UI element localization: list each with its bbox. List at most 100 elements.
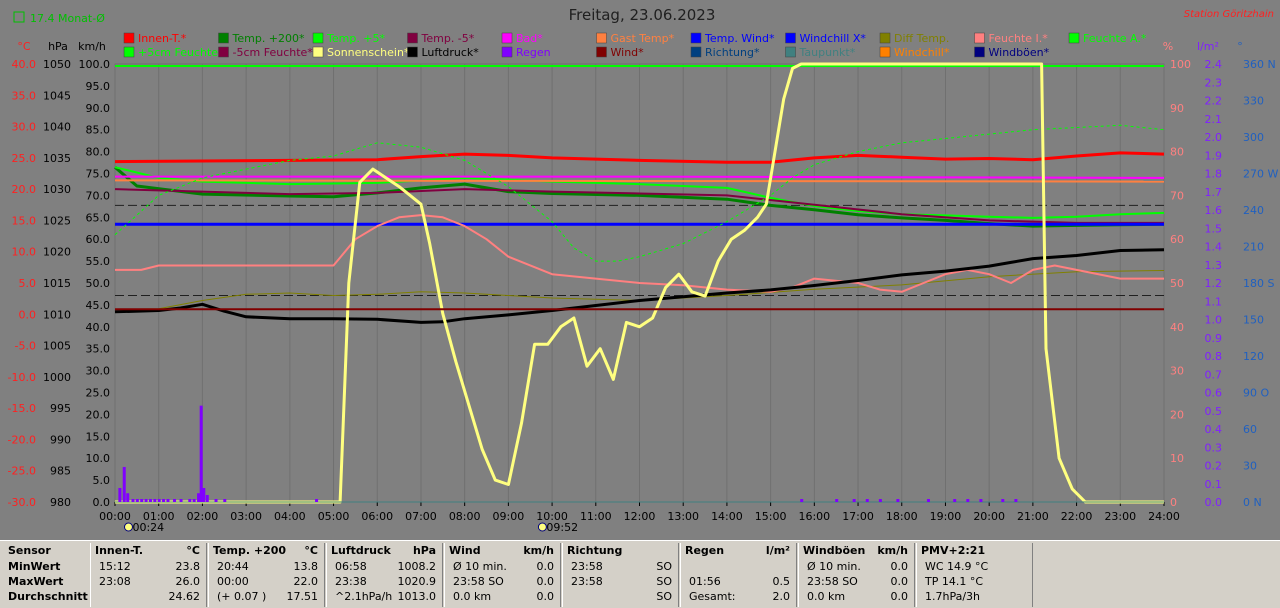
panel-row-label: (+ 0.07 ): [217, 590, 267, 603]
tick-label-temp: -30.0: [8, 496, 36, 509]
panel-title: Innen-T.: [95, 544, 144, 557]
tick-label-temp: 35.0: [12, 89, 37, 102]
x-tick-label: 16:00: [798, 510, 830, 523]
stats-panel: Windböen km/h Ø 10 min. 0.0 23:58 SO 0.0 0.0 k…: [798, 543, 915, 607]
tick-label-wind: 80.0: [86, 146, 111, 159]
tick-label-rain: 2.1: [1205, 113, 1223, 126]
tick-label-humid: 0: [1170, 496, 1177, 509]
series-line: [114, 248, 1165, 324]
tick-label-press: 1025: [43, 214, 71, 227]
rain-bar: [202, 487, 206, 502]
tick-label-dir: 240: [1243, 204, 1264, 217]
x-tick-label: 23:00: [1104, 510, 1136, 523]
axis-unit-dir: °: [1237, 40, 1243, 53]
rain-dot: [179, 499, 183, 502]
legend-swatch: [501, 32, 513, 44]
x-tick-label: 10:00: [536, 510, 568, 523]
axis-unit-rain: l/m²: [1197, 40, 1219, 53]
tick-label-rain: 0.8: [1205, 350, 1223, 363]
x-tick-label: 17:00: [842, 510, 874, 523]
statistics-footer: Sensor MinWert MaxWert Durchschnitt Innen-T.…: [0, 540, 1280, 608]
panel-row-value: 23.8: [175, 560, 201, 573]
legend-swatch: [312, 32, 324, 44]
rain-dot: [153, 499, 157, 502]
tick-label-rain: 1.3: [1205, 259, 1223, 272]
tick-label-rain: 2.4: [1205, 58, 1223, 71]
tick-label-wind: 55.0: [86, 255, 111, 268]
tick-label-dir: 0 N: [1243, 496, 1262, 509]
rain-bar: [126, 493, 130, 502]
panel-row-label: 23:38: [335, 575, 367, 588]
panel-title: Richtung: [567, 544, 623, 557]
tick-label-humid: 40: [1170, 321, 1184, 334]
legend-label: Temp. Wind*: [704, 32, 775, 45]
rain-dot: [852, 499, 856, 502]
tick-label-dir: 90 O: [1243, 387, 1269, 400]
series-line: [114, 188, 1164, 224]
legend-label: Temp. +5*: [326, 32, 386, 45]
tick-label-wind: 70.0: [86, 189, 111, 202]
rain-dot: [166, 499, 170, 502]
tick-label-temp: 20.0: [12, 183, 37, 196]
legend-swatch: [785, 46, 796, 58]
tick-label-humid: 10: [1170, 452, 1184, 465]
x-tick-label: 15:00: [755, 510, 787, 523]
panel-unit: hPa: [412, 544, 436, 557]
legend-label: Taupunkt*: [799, 46, 856, 59]
legend-swatch: [974, 46, 985, 58]
stats-panel: Regen l/m² 01:56 0.5 Gesamt: 2.0: [680, 543, 797, 607]
tick-label-humid: 60: [1170, 233, 1184, 246]
tick-label-rain: 1.5: [1205, 222, 1223, 235]
legend-label: Luftdruck*: [422, 46, 480, 59]
tick-label-wind: 50.0: [86, 277, 111, 290]
panel-row-label: 23:58 SO: [807, 575, 858, 588]
x-tick-label: 00:00: [99, 510, 131, 523]
tick-label-rain: 2.0: [1205, 131, 1223, 144]
rain-bar: [205, 494, 209, 502]
tick-label-press: 980: [50, 496, 71, 509]
legend-label: Windchill X*: [800, 32, 867, 45]
tick-label-temp: 25.0: [12, 152, 37, 165]
tick-label-temp: 15.0: [12, 214, 37, 227]
panel-row-value: 2.0: [772, 590, 791, 603]
tick-label-press: 1005: [43, 340, 71, 353]
sun-marker-label: 09:52: [546, 521, 578, 534]
rain-dot: [926, 499, 930, 502]
rain-dot: [173, 499, 177, 502]
tick-label-dir: 360 N: [1243, 58, 1276, 71]
tick-label-press: 1035: [43, 152, 71, 165]
panel-row-value: 26.0: [175, 575, 201, 588]
tick-label-rain: 0.9: [1205, 332, 1223, 345]
panel-row-label: Ø 10 min.: [807, 560, 861, 573]
tick-label-wind: 45.0: [86, 299, 111, 312]
panel-row-label: 00:00: [217, 575, 249, 588]
panel-title: Luftdruck: [331, 544, 391, 557]
axis-unit-wind: km/h: [78, 40, 106, 53]
tick-label-rain: 0.6: [1205, 387, 1223, 400]
tick-label-wind: 10.0: [86, 452, 111, 465]
panel-row-value: 1008.2: [397, 560, 437, 573]
tick-label-wind: 60.0: [86, 233, 111, 246]
rain-dot: [800, 499, 804, 502]
rain-dot: [878, 499, 882, 502]
tick-label-wind: 25.0: [86, 387, 111, 400]
sun-marker-icon: [123, 522, 133, 532]
x-tick-label: 24:00: [1148, 510, 1180, 523]
axis-unit-temp: °C: [17, 40, 31, 53]
tick-label-temp: -25.0: [8, 465, 36, 478]
legend-swatch: [596, 46, 607, 58]
panel-title: Windböen: [803, 544, 866, 557]
panel-row-value: 22.0: [293, 575, 319, 588]
tick-label-temp: -20.0: [8, 433, 36, 446]
series-line: [115, 62, 1164, 504]
rain-dot: [157, 499, 161, 502]
series-line: [114, 166, 1165, 219]
legend-label: Wind*: [611, 46, 645, 59]
legend-label: Feuchte A.*: [1083, 32, 1147, 45]
chart-axes: 00:00 01:00 02:00 03:00 04:00 05:00 06:00 07:00…: [8, 40, 1279, 534]
rain-dot: [835, 499, 839, 502]
tick-label-wind: 85.0: [86, 124, 111, 137]
tick-label-temp: -5.0: [15, 340, 36, 353]
x-tick-label: 21:00: [1017, 510, 1049, 523]
tick-label-wind: 90.0: [86, 102, 111, 115]
